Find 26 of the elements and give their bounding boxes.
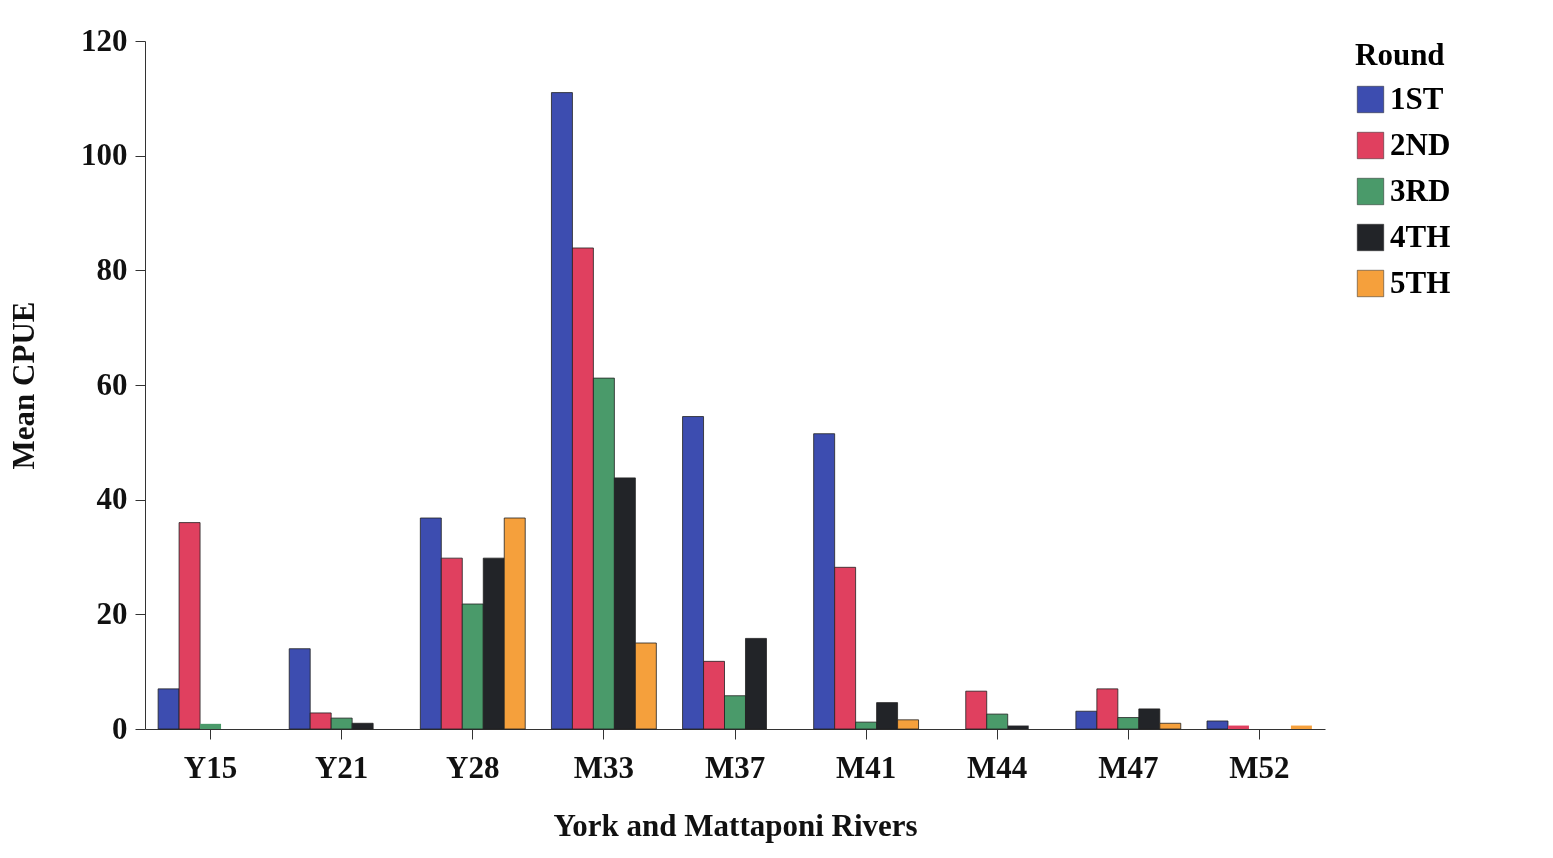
y-tick-label: 0 xyxy=(112,710,128,746)
bar xyxy=(200,723,222,729)
x-tick-label: M41 xyxy=(835,749,897,785)
y-tick-label: 40 xyxy=(96,481,128,517)
x-tick-label: Y28 xyxy=(446,749,500,785)
y-tick-label: 60 xyxy=(96,366,128,402)
x-tick-label: M52 xyxy=(1229,749,1290,785)
y-tick-label: 120 xyxy=(81,22,128,58)
legend-label: 3RD xyxy=(1390,172,1451,208)
x-tick-label: M33 xyxy=(573,749,635,785)
x-tick-label: Y21 xyxy=(314,749,369,785)
x-tick-label: M47 xyxy=(1098,749,1159,785)
legend-label: 4TH xyxy=(1390,218,1451,254)
legend-label: 2ND xyxy=(1390,126,1451,162)
x-tick-label: Y15 xyxy=(183,749,238,785)
legend-label: 1ST xyxy=(1390,80,1444,116)
x-axis-title: York and Mattaponi Rivers xyxy=(553,807,918,843)
legend-title: Round xyxy=(1355,37,1445,72)
y-tick-label: 20 xyxy=(96,595,128,631)
y-tick-label: 100 xyxy=(81,137,128,173)
x-tick-label: M37 xyxy=(704,749,766,785)
bar xyxy=(1206,720,1229,730)
y-axis-title: Mean CPUE xyxy=(6,301,41,470)
y-tick-label: 80 xyxy=(96,251,128,287)
legend-label: 5TH xyxy=(1390,264,1451,300)
x-tick-label: M44 xyxy=(967,749,1028,785)
